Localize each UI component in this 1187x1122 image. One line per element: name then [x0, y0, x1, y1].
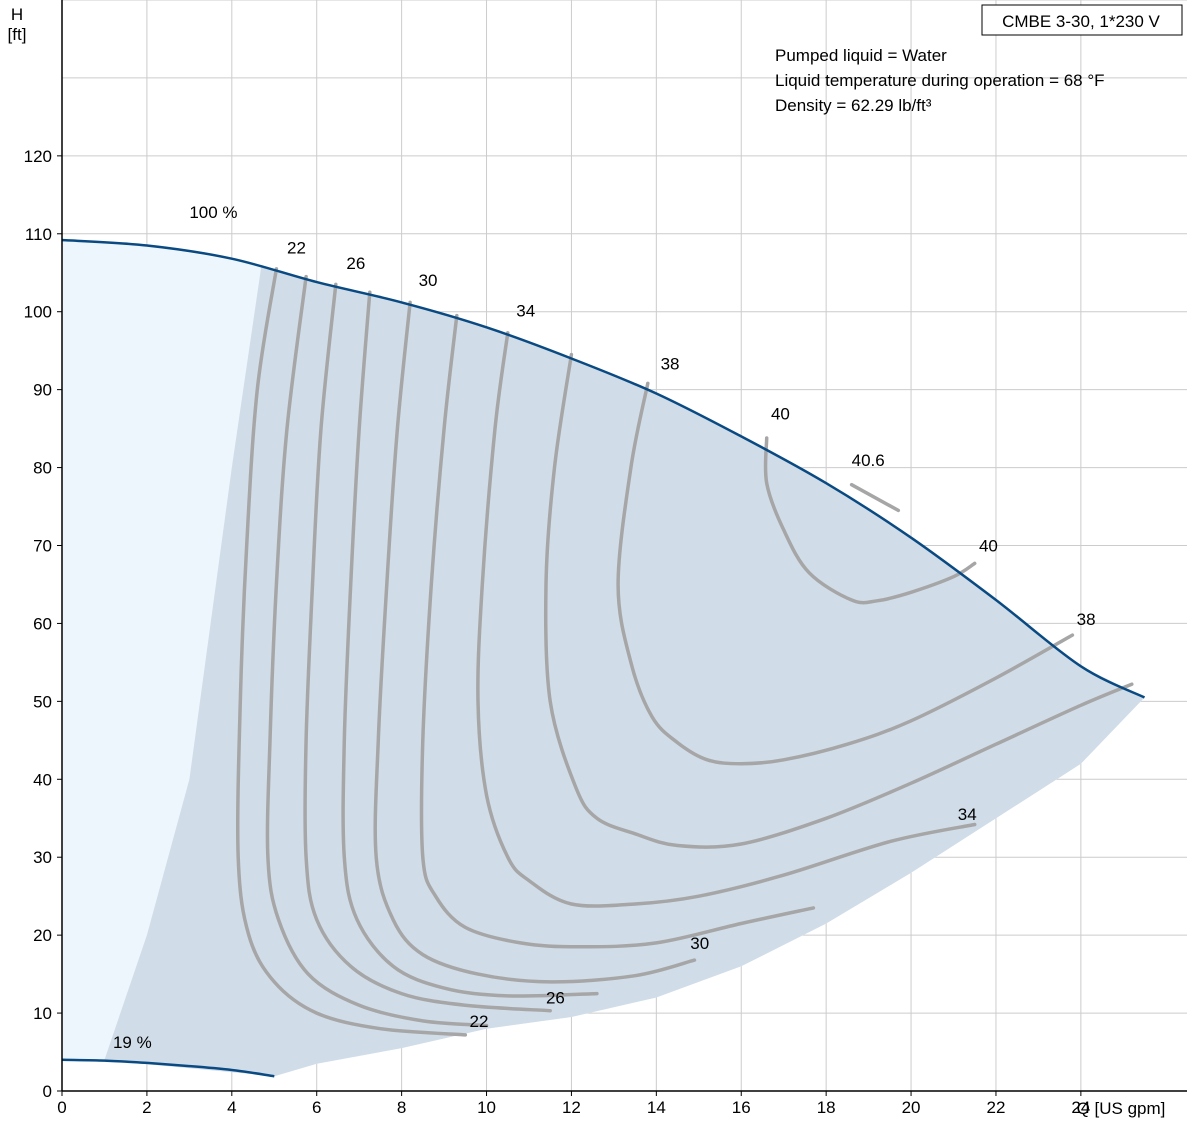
x-tick-label: 10 — [477, 1098, 496, 1117]
x-axis-title: Q [US gpm] — [1077, 1099, 1166, 1118]
efficiency-curve — [849, 482, 901, 513]
x-tick-label: 16 — [732, 1098, 751, 1117]
operating-regions — [62, 240, 1145, 1077]
speed-curve — [61, 238, 1146, 699]
x-tick-label: 6 — [312, 1098, 321, 1117]
speed-curve-label: 19 % — [113, 1033, 152, 1052]
note-temperature: Liquid temperature during operation = 68… — [775, 71, 1105, 90]
x-tick-label: 20 — [902, 1098, 921, 1117]
x-tick-label: 18 — [817, 1098, 836, 1117]
y-tick-label: 80 — [33, 459, 52, 478]
efficiency-side-label: 22 — [470, 1012, 489, 1031]
efficiency-curve-label: 40 — [771, 404, 790, 423]
x-tick-label: 24 — [1071, 1098, 1090, 1117]
note-liquid: Pumped liquid = Water — [775, 46, 947, 65]
efficiency-curve — [476, 331, 977, 908]
efficiency-side-label: 26 — [546, 989, 565, 1008]
efficiency-side-label: 34 — [958, 805, 977, 824]
x-tick-label: 0 — [57, 1098, 66, 1117]
y-tick-label: 0 — [43, 1082, 52, 1101]
efficiency-curve-label: 34 — [516, 301, 535, 320]
x-tick-label: 4 — [227, 1098, 236, 1117]
efficiency-curve — [419, 313, 816, 949]
efficiency-curve — [303, 282, 552, 1013]
y-tick-label: 70 — [33, 537, 52, 556]
x-tick-label: 12 — [562, 1098, 581, 1117]
efficiency-curve — [616, 381, 1075, 766]
efficiency-curve-label: 38 — [661, 354, 680, 373]
efficiency-curve — [235, 267, 468, 1037]
y-tick-label: 30 — [33, 848, 52, 867]
efficiency-side-label: 40 — [979, 537, 998, 556]
full-speed-area — [104, 265, 1145, 1077]
x-tick-label: 14 — [647, 1098, 666, 1117]
y-axis-unit: [ft] — [8, 25, 27, 44]
speed-curves — [61, 238, 1146, 1078]
axes: 0 2 4 6 8 10 12 14 16 18 20 22 240102030405060708090… — [24, 0, 1187, 1117]
y-tick-label: 40 — [33, 770, 52, 789]
title-box — [981, 4, 1183, 36]
efficiency-curve-label: 22 — [287, 238, 306, 257]
y-tick-label: 90 — [33, 381, 52, 400]
y-axis-title: H — [11, 5, 23, 24]
speed-curve — [61, 1058, 275, 1078]
efficiency-curve — [373, 300, 697, 984]
x-tick-label: 2 — [142, 1098, 151, 1117]
x-tick-label: 22 — [987, 1098, 1006, 1117]
efficiency-side-label: 38 — [1077, 610, 1096, 629]
efficiency-curve-label: 30 — [419, 271, 438, 290]
efficiency-curve — [543, 352, 1134, 849]
y-tick-label: 20 — [33, 926, 52, 945]
efficiency-curve — [341, 290, 599, 998]
efficiency-curve — [763, 436, 977, 605]
y-tick-label: 100 — [24, 303, 52, 322]
curve-labels: 100 % 19 % 22 26 30 34 38 40 40.6 40 38 34 30 26 22 — [113, 203, 1096, 1052]
y-tick-label: 60 — [33, 614, 52, 633]
chart-title: CMBE 3-30, 1*230 V — [1002, 12, 1160, 31]
y-tick-label: 120 — [24, 147, 52, 166]
efficiency-curves — [235, 267, 1134, 1037]
y-tick-label: 50 — [33, 692, 52, 711]
efficiency-curve-label: 40.6 — [852, 451, 885, 470]
x-tick-label: 8 — [397, 1098, 406, 1117]
speed-curve-label: 100 % — [189, 203, 237, 222]
efficiency-curve-label: 26 — [346, 254, 365, 273]
efficiency-curve — [265, 274, 489, 1028]
y-tick-label: 110 — [25, 225, 52, 244]
efficiency-side-label: 30 — [690, 934, 709, 953]
y-tick-label: 10 — [33, 1004, 52, 1023]
note-density: Density = 62.29 lb/ft³ — [775, 96, 932, 115]
